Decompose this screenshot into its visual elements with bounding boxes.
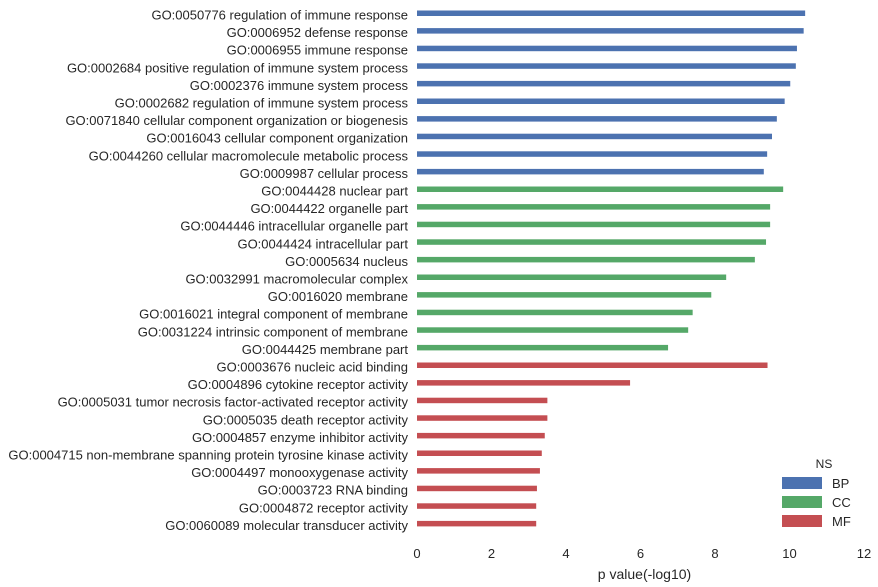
bar-bp [417, 98, 785, 104]
category-label: GO:0044424 intracellular part [237, 236, 408, 251]
category-label: GO:0004715 non-membrane spanning protein… [8, 448, 408, 463]
legend-swatch-bp [782, 477, 822, 489]
bar-bp [417, 133, 772, 140]
bar-bp [417, 168, 764, 175]
bar-mf [417, 503, 537, 509]
category-label: GO:0050776 regulation of immune response [151, 8, 408, 23]
category-label: GO:0044425 membrane part [242, 342, 409, 357]
bar-mf [417, 362, 768, 368]
bar-cc [417, 204, 771, 210]
category-label: GO:0002684 positive regulation of immune… [67, 60, 409, 75]
bar-cc [417, 327, 689, 333]
bar-cc [417, 274, 727, 280]
category-label: GO:0004872 receptor activity [239, 500, 409, 515]
legend-swatch-cc [782, 496, 822, 508]
bar-mf [417, 520, 537, 527]
bar-mf [417, 415, 548, 421]
category-label: GO:0005035 death receptor activity [203, 412, 409, 427]
category-label: GO:0006952 defense response [227, 25, 408, 40]
category-label: GO:0032991 macromolecular complex [185, 272, 408, 287]
category-label: GO:0004896 cytokine receptor activity [188, 377, 409, 392]
bar-mf [417, 380, 631, 386]
category-label: GO:0005031 tumor necrosis factor-activat… [58, 395, 409, 410]
category-label: GO:0016021 integral component of membran… [139, 307, 408, 322]
category-label: GO:0002376 immune system process [190, 78, 409, 93]
category-label: GO:0009987 cellular process [240, 166, 409, 181]
x-tick-label: 10 [782, 546, 796, 561]
category-label: GO:0060089 molecular transducer activity [165, 518, 408, 533]
bar-bp [417, 63, 796, 69]
category-labels: GO:0050776 regulation of immune response… [8, 8, 408, 533]
x-tick-label: 0 [413, 546, 420, 561]
bar-mf [417, 450, 542, 456]
bar-mf [417, 432, 545, 439]
bar-cc [417, 309, 693, 316]
legend: NS BP CC MF [782, 457, 851, 529]
category-label: GO:0044260 cellular macromolecule metabo… [89, 148, 409, 163]
category-label: GO:0006955 immune response [227, 43, 408, 58]
category-label: GO:0002682 regulation of immune system p… [115, 96, 409, 111]
x-axis-title: p value(-log10) [598, 566, 691, 582]
bar-bp [417, 10, 806, 16]
x-tick-labels: 0 2 4 6 8 10 12 [413, 546, 871, 561]
bar-cc [417, 344, 669, 351]
bar-cc [417, 292, 712, 298]
bar-mf [417, 468, 540, 474]
category-label: GO:0003723 RNA binding [258, 483, 408, 498]
category-label: GO:0016043 cellular component organizati… [146, 131, 408, 146]
category-label: GO:0016020 membrane [268, 289, 408, 304]
legend-title: NS [816, 457, 833, 471]
bar-bp [417, 151, 768, 157]
bar-cc [417, 221, 771, 228]
x-tick-label: 8 [711, 546, 718, 561]
x-tick-label: 6 [637, 546, 644, 561]
category-label: GO:0044428 nuclear part [261, 184, 408, 199]
category-label: GO:0044422 organelle part [250, 201, 408, 216]
category-label: GO:0005634 nucleus [285, 254, 408, 269]
bars-group [417, 10, 806, 527]
legend-swatch-mf [782, 515, 822, 527]
bar-bp [417, 28, 804, 34]
legend-label-mf: MF [832, 514, 851, 529]
bar-bp [417, 80, 791, 87]
category-label: GO:0031224 intrinsic component of membra… [138, 324, 408, 339]
category-label: GO:0004497 monooxygenase activity [191, 465, 408, 480]
x-tick-label: 4 [562, 546, 569, 561]
x-tick-label: 12 [857, 546, 871, 561]
category-label: GO:0003676 nucleic acid binding [216, 360, 408, 375]
bar-cc [417, 186, 784, 192]
category-label: GO:0071840 cellular component organizati… [65, 113, 408, 128]
bar-mf [417, 485, 537, 492]
legend-label-cc: CC [832, 495, 851, 510]
bar-bp [417, 45, 797, 52]
x-tick-label: 2 [488, 546, 495, 561]
bar-cc [417, 256, 755, 263]
bar-bp [417, 116, 777, 122]
category-label: GO:0044446 intracellular organelle part [180, 219, 408, 234]
legend-label-bp: BP [832, 476, 849, 491]
category-label: GO:0004857 enzyme inhibitor activity [192, 430, 409, 445]
bar-cc [417, 239, 767, 245]
bar-mf [417, 397, 548, 404]
